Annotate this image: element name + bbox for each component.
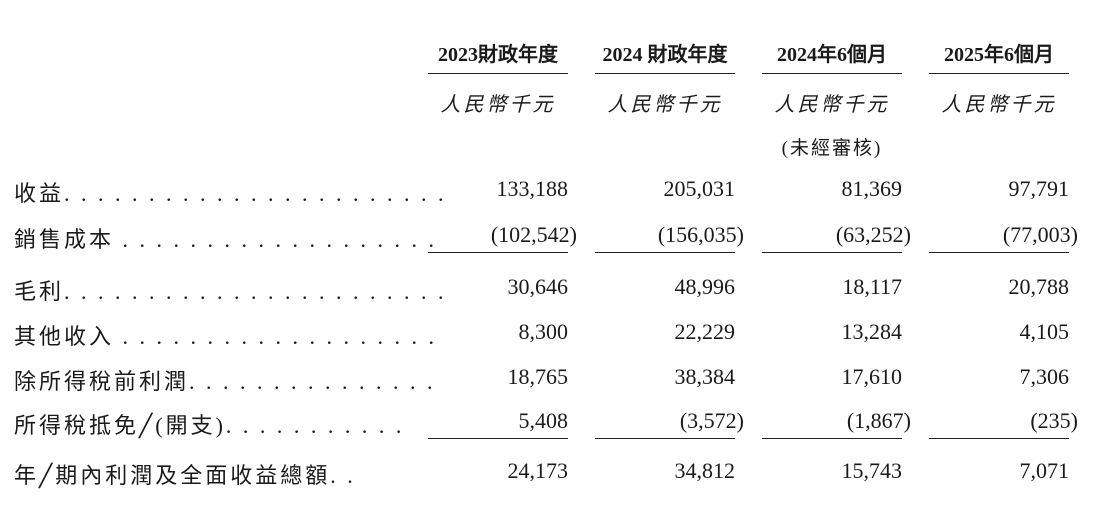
total-rule (428, 438, 568, 439)
table-row-income-tax: 所得稅抵免╱(開支). . . . . . . . . . . 5,408 (3… (0, 402, 1097, 442)
column-header-fy2024: 2024 財政年度 (595, 38, 735, 74)
cell-6m-2025: 7,071 (1019, 458, 1070, 483)
cell-fy2024: (156,035) (657, 222, 744, 247)
cell-fy2023: 8,300 (518, 319, 569, 344)
cell-fy2023: 18,765 (507, 364, 569, 389)
cell-6m-2025: (235) (1030, 408, 1078, 433)
subtotal-rule (428, 252, 568, 253)
subtotal-rule (929, 252, 1069, 253)
cell-6m-2024: (63,252) (835, 222, 911, 247)
cell-6m-2024: 13,284 (841, 319, 903, 344)
row-label: 除所得稅前利潤. . . . . . . . . . . . . . . (14, 369, 436, 394)
cell-fy2024: (3,572) (679, 408, 744, 433)
cell-fy2024: 48,996 (674, 274, 736, 299)
total-rule (929, 438, 1069, 439)
cell-6m-2025: (77,003) (1002, 222, 1078, 247)
cell-6m-2024: 81,369 (841, 176, 903, 201)
row-label: 銷售成本 . . . . . . . . . . . . . . . . . .… (14, 227, 438, 252)
unaudited-note: (未經審核) (781, 138, 883, 159)
cell-6m-2024: (1,867) (846, 408, 911, 433)
column-header-6m-2025: 2025年6個月 (929, 38, 1069, 74)
subtotal-rule (762, 252, 902, 253)
cell-fy2024: 22,229 (674, 319, 736, 344)
cell-fy2024: 205,031 (663, 176, 736, 201)
table-row-other-income: 其他收入 . . . . . . . . . . . . . . . . . .… (0, 313, 1097, 353)
row-label: 毛利. . . . . . . . . . . . . . . . . . . … (14, 279, 447, 304)
subtotal-rule (595, 252, 735, 253)
column-header-fy2023: 2023財政年度 (428, 38, 568, 74)
cell-6m-2025: 97,791 (1008, 176, 1070, 201)
table-row-cost-of-sales: 銷售成本 . . . . . . . . . . . . . . . . . .… (0, 216, 1097, 256)
table-row-total-comprehensive-income: 年╱期內利潤及全面收益總額. . 24,173 34,812 15,743 7,… (0, 452, 1097, 492)
row-label: 收益. . . . . . . . . . . . . . . . . . . … (14, 181, 447, 206)
cell-6m-2024: 18,117 (842, 274, 902, 299)
unit-6m-2025: 人民幣千元 (941, 94, 1057, 116)
total-rule (595, 438, 735, 439)
cell-6m-2025: 20,788 (1008, 274, 1070, 299)
total-rule (762, 438, 902, 439)
table-row-gross-profit: 毛利. . . . . . . . . . . . . . . . . . . … (0, 268, 1097, 308)
cell-fy2023: 24,173 (507, 458, 569, 483)
cell-fy2023: 5,408 (518, 408, 569, 433)
cell-6m-2024: 17,610 (841, 364, 903, 389)
cell-fy2024: 34,812 (674, 458, 736, 483)
cell-6m-2024: 15,743 (841, 458, 903, 483)
table-row-profit-before-tax: 除所得稅前利潤. . . . . . . . . . . . . . . 18,… (0, 358, 1097, 398)
unit-fy2024: 人民幣千元 (607, 94, 723, 116)
unit-6m-2024: 人民幣千元 (774, 94, 890, 116)
cell-fy2024: 38,384 (674, 364, 736, 389)
row-label: 其他收入 . . . . . . . . . . . . . . . . . .… (14, 324, 438, 349)
row-label: 年╱期內利潤及全面收益總額. . (14, 463, 356, 488)
table-row-revenue: 收益. . . . . . . . . . . . . . . . . . . … (0, 170, 1097, 210)
column-header-6m-2024: 2024年6個月 (762, 38, 902, 74)
cell-fy2023: 30,646 (507, 274, 569, 299)
cell-fy2023: (102,542) (490, 222, 577, 247)
cell-6m-2025: 4,105 (1019, 319, 1070, 344)
unit-fy2023: 人民幣千元 (440, 94, 556, 116)
cell-fy2023: 133,188 (496, 176, 569, 201)
cell-6m-2025: 7,306 (1019, 364, 1070, 389)
row-label: 所得稅抵免╱(開支). . . . . . . . . . . (14, 413, 405, 438)
